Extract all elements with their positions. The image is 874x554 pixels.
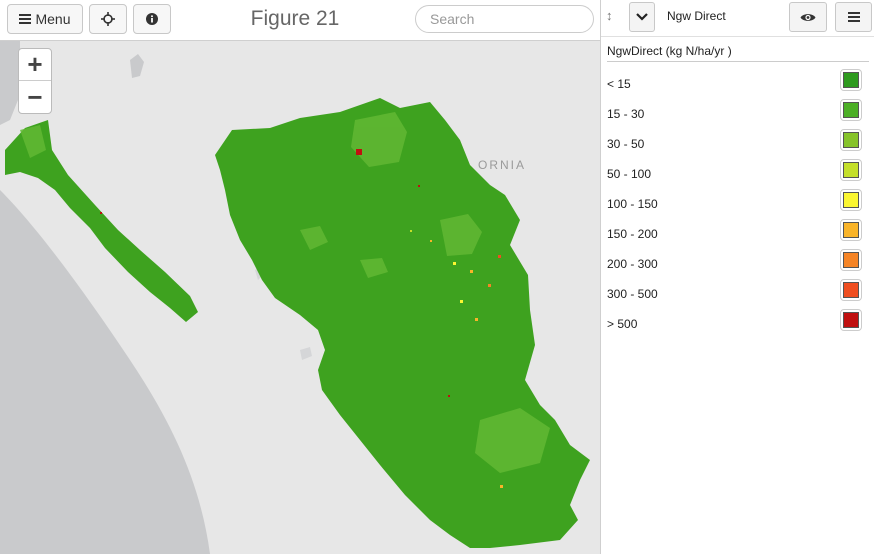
legend-item: < 15 [601,66,874,96]
legend-swatch-frame [840,69,862,91]
layer-name: Ngw Direct [667,9,726,23]
ocean-area [0,190,210,554]
map-toolbar: Menu Figure 21 [0,0,600,41]
legend: < 15 15 - 30 30 - 50 50 - 100 100 - 150 … [601,66,874,336]
legend-swatch-frame [840,219,862,241]
legend-swatch-frame [840,129,862,151]
legend-item: 50 - 100 [601,156,874,186]
map-canvas[interactable] [0,0,600,554]
eye-icon [800,13,816,21]
legend-label: 200 - 300 [607,257,658,271]
search-input[interactable] [415,5,594,33]
legend-label: 150 - 200 [607,227,658,241]
drag-handle-icon[interactable]: ↕ [606,8,613,23]
legend-label: 100 - 150 [607,197,658,211]
legend-swatch [843,282,859,298]
layer-panel: ↕ Ngw Direct NgwDirect (kg N/ha/yr ) < 1… [600,0,874,554]
info-icon [146,13,158,25]
legend-label: 50 - 100 [607,167,652,181]
layer-dropdown-button[interactable] [629,2,655,32]
legend-item: 15 - 30 [601,96,874,126]
legend-swatch [843,162,859,178]
legend-label: > 500 [607,317,638,331]
legend-swatch-frame [840,189,862,211]
legend-swatch-frame [840,279,862,301]
legend-swatch [843,252,859,268]
layer-header: ↕ Ngw Direct [601,0,874,37]
light-patches [20,112,550,473]
zoom-in-button[interactable]: + [19,49,51,81]
hotspots [100,149,503,488]
state-label: ORNIA [478,158,527,172]
legend-item: 100 - 150 [601,186,874,216]
legend-swatch-frame [840,159,862,181]
map-view[interactable]: ORNIA + − Menu Figure 21 [0,0,600,554]
legend-swatch [843,132,859,148]
legend-label: 15 - 30 [607,107,645,121]
zoom-control: + − [18,48,52,114]
legend-swatch [843,312,859,328]
legend-item: 150 - 200 [601,216,874,246]
lake [130,54,144,78]
legend-item: 200 - 300 [601,246,874,276]
coastal-region [5,120,198,322]
legend-item: > 500 [601,306,874,336]
valley-region [215,98,590,548]
layer-menu-button[interactable] [835,2,872,32]
hamburger-icon [19,12,32,26]
chevron-down-icon [636,13,648,21]
legend-swatch-frame [840,309,862,331]
page-title: Figure 21 [250,7,340,30]
legend-title: NgwDirect (kg N/ha/yr ) [607,44,869,62]
lake [300,347,312,360]
legend-swatch [843,222,859,238]
legend-item: 30 - 50 [601,126,874,156]
legend-label: 300 - 500 [607,287,658,301]
ocean-area [0,40,20,125]
crosshair-icon [101,12,115,26]
menu-button[interactable]: Menu [7,4,83,34]
legend-swatch [843,102,859,118]
info-button[interactable] [133,4,171,34]
legend-swatch [843,192,859,208]
zoom-out-button[interactable]: − [27,81,43,112]
legend-swatch-frame [840,99,862,121]
legend-label: < 15 [607,77,631,91]
legend-item: 300 - 500 [601,276,874,306]
menu-button-label: Menu [35,11,71,27]
legend-swatch [843,72,859,88]
legend-swatch-frame [840,249,862,271]
visibility-button[interactable] [789,2,827,32]
locate-button[interactable] [89,4,127,34]
hamburger-icon [847,10,860,24]
legend-label: 30 - 50 [607,137,645,151]
